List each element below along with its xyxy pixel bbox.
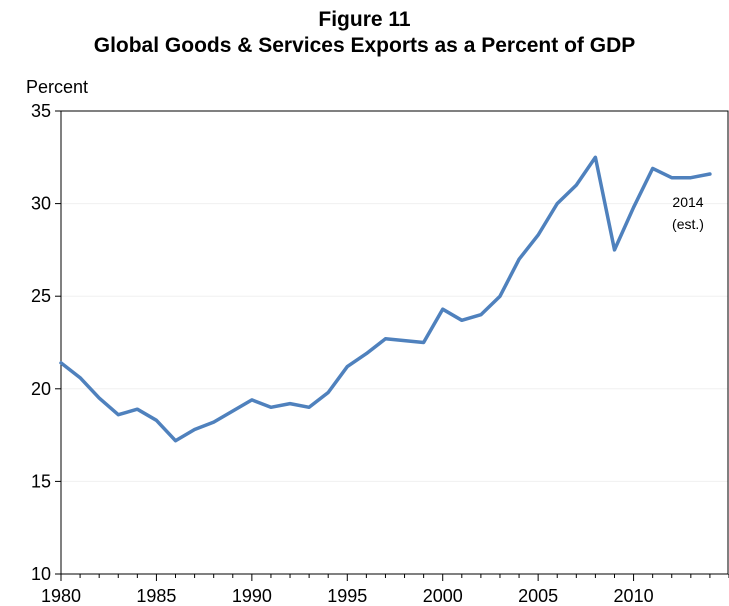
figure-label: Figure 11	[318, 8, 411, 31]
x-tick-label: 1990	[232, 586, 272, 606]
plot-border	[60, 110, 729, 575]
y-tick-label: 30	[31, 194, 51, 214]
series-line	[59, 155, 712, 443]
x-tick-label: 2000	[423, 586, 463, 606]
annotation-est: (est.)	[672, 216, 704, 232]
y-tick-label: 25	[31, 286, 51, 306]
y-tick-label: 35	[31, 101, 51, 121]
y-tick-label: 10	[31, 564, 51, 584]
x-tick-label: 2005	[518, 586, 558, 606]
plot-frame	[60, 110, 729, 575]
x-tick-label: 1985	[136, 586, 176, 606]
gridlines	[61, 203, 728, 482]
chart-title: Global Goods & Services Exports as a Per…	[93, 34, 636, 57]
x-tick-label: 1980	[41, 586, 81, 606]
y-tick-label: 20	[31, 379, 51, 399]
annotation-year: 2014	[672, 194, 703, 210]
x-tick-label: 2010	[614, 586, 654, 606]
x-axis: 1980 1985 1990 1995 2000 2005 2010	[41, 574, 729, 606]
x-tick-label: 1995	[327, 586, 367, 606]
y-axis: 10 15 20 25 30 35	[31, 101, 61, 584]
y-axis-label: Percent	[26, 77, 88, 97]
y-tick-label: 15	[31, 471, 51, 491]
series-group	[59, 155, 712, 443]
